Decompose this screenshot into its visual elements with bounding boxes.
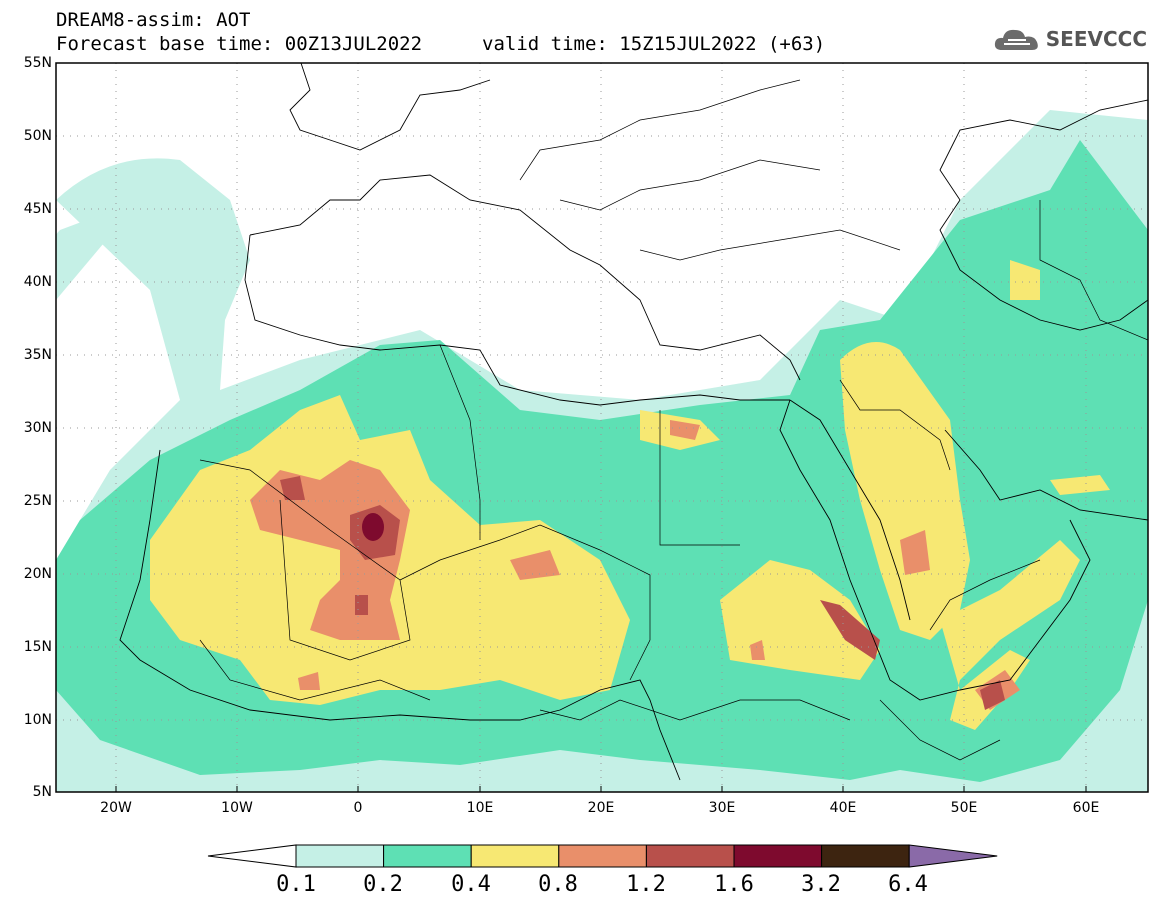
- colorbar-bin-4: [558, 844, 647, 868]
- gridlines: [56, 63, 1148, 792]
- forecast-base-time: Forecast base time: 00Z13JUL2022: [56, 33, 423, 55]
- lon-label-0: 0: [353, 800, 363, 816]
- lat-label-50n: 50N: [23, 128, 52, 144]
- aot-contour-1.2: [280, 476, 305, 500]
- colorbar: [207, 844, 998, 868]
- colorbar-arrow-high: [908, 844, 998, 868]
- lat-label-55n: 55N: [23, 55, 52, 71]
- colorbar-bin-7: [821, 844, 910, 868]
- colorbar-label-0.1: 0.1: [276, 872, 316, 897]
- lat-label-5n: 5N: [32, 784, 52, 800]
- lon-label-50e: 50E: [950, 800, 978, 816]
- colorbar-label-6.4: 6.4: [888, 872, 928, 897]
- colorbar-label-1.6: 1.6: [714, 872, 754, 897]
- lat-label-40n: 40N: [23, 274, 52, 290]
- seevccc-logo: SEEVCCC: [992, 24, 1147, 54]
- lat-label-10n: 10N: [23, 712, 52, 728]
- colorbar-label-0.8: 0.8: [538, 872, 578, 897]
- colorbar-bin-1: [295, 844, 385, 868]
- lat-label-35n: 35N: [23, 347, 52, 363]
- lat-label-25n: 25N: [23, 493, 52, 509]
- lon-label-40e: 40E: [829, 800, 857, 816]
- borders: [199, 79, 1148, 761]
- lat-label-15n: 15N: [23, 639, 52, 655]
- colorbar-label-0.4: 0.4: [451, 872, 491, 897]
- cloud-icon: [994, 29, 1038, 50]
- ticks: [115, 786, 1087, 792]
- colorbar-label-0.2: 0.2: [363, 872, 403, 897]
- logo-text: SEEVCCC: [1045, 27, 1147, 51]
- map-frame: [55, 62, 1149, 793]
- map-title: DREAM8-assim: AOT: [56, 9, 251, 31]
- colorbar-bin-5: [645, 844, 735, 868]
- lon-label-20w: 20W: [100, 800, 132, 816]
- lon-label-60e: 60E: [1072, 800, 1100, 816]
- lat-label-45n: 45N: [23, 201, 52, 217]
- lon-label-30e: 30E: [708, 800, 736, 816]
- valid-time: valid time: 15Z15JUL2022 (+63): [482, 33, 826, 55]
- lat-label-30n: 30N: [23, 420, 52, 436]
- aot-contour-1.6: [362, 513, 384, 541]
- lat-label-20n: 20N: [23, 566, 52, 582]
- lon-label-10e: 10E: [466, 800, 494, 816]
- colorbar-label-1.2: 1.2: [626, 872, 666, 897]
- colorbar-bin-2: [383, 844, 472, 868]
- lon-label-10w: 10W: [221, 800, 253, 816]
- aot-contour-0.8: [250, 460, 410, 640]
- aot-field: [56, 110, 1148, 792]
- colorbar-arrow-low: [207, 844, 297, 868]
- lon-label-20e: 20E: [587, 800, 615, 816]
- colorbar-label-3.2: 3.2: [801, 872, 841, 897]
- colorbar-bin-3: [470, 844, 560, 868]
- coastlines: [119, 63, 1148, 781]
- colorbar-bin-6: [733, 844, 823, 868]
